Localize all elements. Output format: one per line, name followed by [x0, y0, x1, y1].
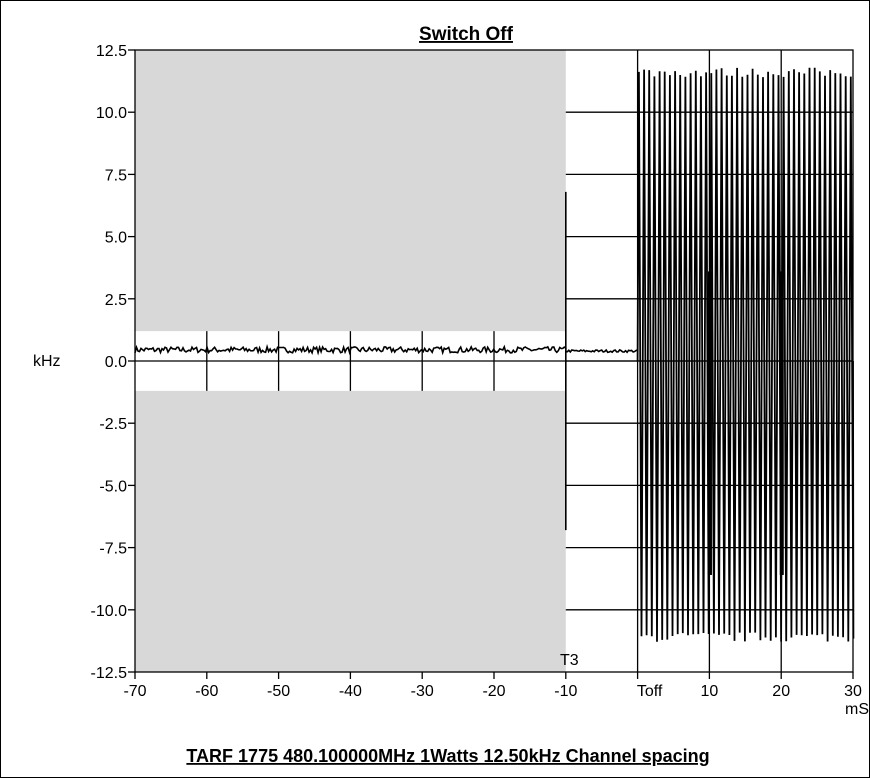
- y-tick-label-5: 0.0: [105, 354, 127, 371]
- y-tick-label-8: -7.5: [99, 541, 127, 558]
- x-tick-label-2: -50: [267, 683, 290, 700]
- footer-caption: TARF 1775 480.100000MHz 1Watts 12.50kHz …: [186, 746, 709, 766]
- osc-thick-1: [779, 271, 784, 575]
- y-tick-labels: 12.5 10.0 7.5 5.0 2.5 0.0 -2.5 -5.0 -7.5 -10.0 -12…: [91, 43, 128, 682]
- y-tick-label-4: 2.5: [105, 292, 127, 309]
- y-tick-label-0: 12.5: [96, 43, 127, 60]
- x-tick-label-6: -10: [554, 683, 577, 700]
- osc-thick-0: [707, 271, 712, 575]
- x-tick-label-5: -20: [482, 683, 505, 700]
- y-tick-label-9: -10.0: [91, 603, 128, 620]
- series-oscillation: [636, 67, 855, 642]
- x-tick-label-1: -60: [195, 683, 218, 700]
- y-tick-label-6: -2.5: [99, 416, 127, 433]
- y-tick-label-3: 5.0: [105, 230, 127, 247]
- x-tick-label-0: -70: [123, 683, 146, 700]
- y-axis-label: kHz: [33, 353, 61, 370]
- axes: [128, 49, 854, 679]
- series-baseline: [134, 343, 638, 356]
- x-tick-label-8: 10: [701, 683, 719, 700]
- x-tick-label-3: -40: [339, 683, 362, 700]
- x-tick-label-10: 30: [844, 683, 862, 700]
- y-tick-label-7: -5.0: [99, 478, 127, 495]
- x-tick-label-9: 20: [772, 683, 790, 700]
- y-tick-label-10: -12.5: [91, 665, 128, 682]
- y-tick-label-2: 7.5: [105, 167, 127, 184]
- t3-marker-label: T3: [560, 652, 579, 669]
- y-tick-label-1: 10.0: [96, 105, 127, 122]
- x-tick-labels: -70 -60 -50 -40 -30 -20 -10 Toff 10 20 30: [123, 683, 862, 700]
- series-group: [134, 67, 855, 642]
- x-tick-label-7: Toff: [637, 683, 663, 700]
- x-tick-label-4: -30: [411, 683, 434, 700]
- chart-title: Switch Off: [419, 24, 514, 45]
- x-axis-unit: mS: [845, 701, 869, 718]
